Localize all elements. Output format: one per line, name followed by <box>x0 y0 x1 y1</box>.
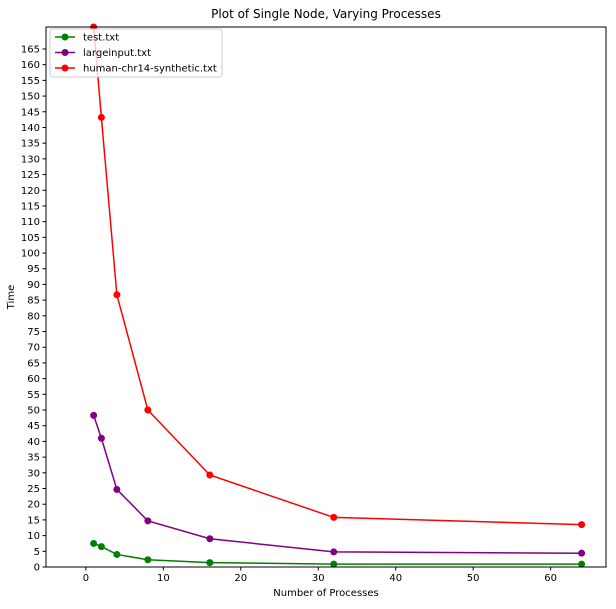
data-point-test <box>144 556 152 564</box>
chart-title: Plot of Single Node, Varying Processes <box>211 7 441 21</box>
y-tick-label: 40 <box>27 437 40 448</box>
y-tick-label: 100 <box>21 249 40 260</box>
data-point-human-chr14-synthetic <box>330 513 338 521</box>
y-tick-label: 20 <box>27 500 40 511</box>
y-tick-label: 110 <box>21 217 40 228</box>
y-axis: 0 5 10 15 20 25 30 35 40 45 50 55 60 65 70 75 80 85 90 95 10… <box>21 44 46 574</box>
data-point-largeinput <box>113 485 121 493</box>
x-tick-label: 10 <box>157 573 170 584</box>
y-tick-label: 115 <box>21 201 40 212</box>
y-tick-label: 5 <box>34 547 40 558</box>
data-point-largeinput <box>144 517 152 525</box>
data-point-largeinput <box>206 535 214 543</box>
x-tick-label: 60 <box>544 573 557 584</box>
legend-label: test.txt <box>83 33 119 44</box>
data-point-largeinput <box>330 548 338 556</box>
y-tick-label: 90 <box>27 280 40 291</box>
y-tick-label: 120 <box>21 186 40 197</box>
y-tick-label: 15 <box>27 515 40 526</box>
x-axis-title: Number of Processes <box>273 588 378 599</box>
y-tick-label: 160 <box>21 60 40 71</box>
data-point-largeinput <box>97 434 105 442</box>
y-tick-label: 65 <box>27 358 40 369</box>
data-point-test <box>90 539 98 547</box>
x-tick-label: 40 <box>389 573 402 584</box>
y-tick-label: 60 <box>27 374 40 385</box>
y-tick-label: 165 <box>21 44 40 55</box>
data-point-test <box>97 543 105 551</box>
y-tick-label: 75 <box>27 327 40 338</box>
y-tick-label: 70 <box>27 343 40 354</box>
y-tick-label: 80 <box>27 311 40 322</box>
y-tick-label: 45 <box>27 421 40 432</box>
y-tick-label: 10 <box>27 531 40 542</box>
data-point-largeinput <box>90 411 98 419</box>
legend: test.txt largeinput.txt human-chr14-synthe… <box>49 28 223 78</box>
y-tick-label: 155 <box>21 76 40 87</box>
y-tick-label: 25 <box>27 484 40 495</box>
y-tick-label: 30 <box>27 468 40 479</box>
x-tick-label: 20 <box>234 573 247 584</box>
y-tick-label: 135 <box>21 139 40 150</box>
data-point-largeinput <box>578 549 586 557</box>
data-point-human-chr14-synthetic <box>206 471 214 479</box>
y-tick-label: 145 <box>21 107 40 118</box>
data-point-test <box>330 560 338 568</box>
y-tick-label: 150 <box>21 92 40 103</box>
y-tick-label: 130 <box>21 154 40 165</box>
data-point-test <box>206 559 214 567</box>
x-tick-label: 30 <box>312 573 325 584</box>
legend-label: human-chr14-synthetic.txt <box>83 64 217 75</box>
y-tick-label: 50 <box>27 406 40 417</box>
y-tick-label: 85 <box>27 296 40 307</box>
plot-area <box>90 23 586 568</box>
legend-marker <box>61 49 69 56</box>
data-point-human-chr14-synthetic <box>113 291 121 299</box>
y-tick-label: 55 <box>27 390 40 401</box>
data-point-test <box>113 550 121 558</box>
y-tick-label: 0 <box>34 563 40 574</box>
y-tick-label: 105 <box>21 233 40 244</box>
data-point-human-chr14-synthetic <box>144 406 152 414</box>
y-tick-label: 125 <box>21 170 40 181</box>
x-axis: 0 10 20 30 40 50 60 <box>83 567 557 584</box>
data-point-human-chr14-synthetic <box>578 521 586 529</box>
y-tick-label: 95 <box>27 264 40 275</box>
y-tick-label: 35 <box>27 453 40 464</box>
legend-label: largeinput.txt <box>83 48 151 59</box>
legend-marker <box>61 64 69 72</box>
data-point-human-chr14-synthetic <box>97 113 105 121</box>
y-axis-title: Time <box>6 285 17 310</box>
legend-box <box>49 28 223 78</box>
y-tick-label: 140 <box>21 123 40 134</box>
axes-frame <box>45 26 607 568</box>
x-tick-label: 50 <box>467 573 480 584</box>
data-point-test <box>578 560 586 568</box>
legend-marker <box>61 33 69 41</box>
x-tick-label: 0 <box>83 573 89 584</box>
